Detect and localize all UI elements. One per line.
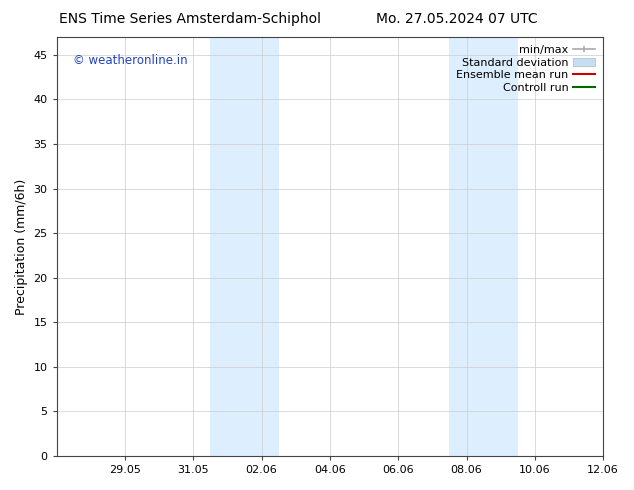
- Text: Mo. 27.05.2024 07 UTC: Mo. 27.05.2024 07 UTC: [376, 12, 537, 26]
- Bar: [450, 37, 484, 456]
- Bar: [245, 37, 279, 456]
- Bar: [484, 37, 518, 456]
- Legend: min/max, Standard deviation, Ensemble mean run, Controll run: min/max, Standard deviation, Ensemble me…: [454, 43, 598, 96]
- Text: ENS Time Series Amsterdam-Schiphol: ENS Time Series Amsterdam-Schiphol: [59, 12, 321, 26]
- Bar: [210, 37, 245, 456]
- Y-axis label: Precipitation (mm/6h): Precipitation (mm/6h): [15, 178, 28, 315]
- Text: © weatheronline.in: © weatheronline.in: [73, 54, 188, 67]
